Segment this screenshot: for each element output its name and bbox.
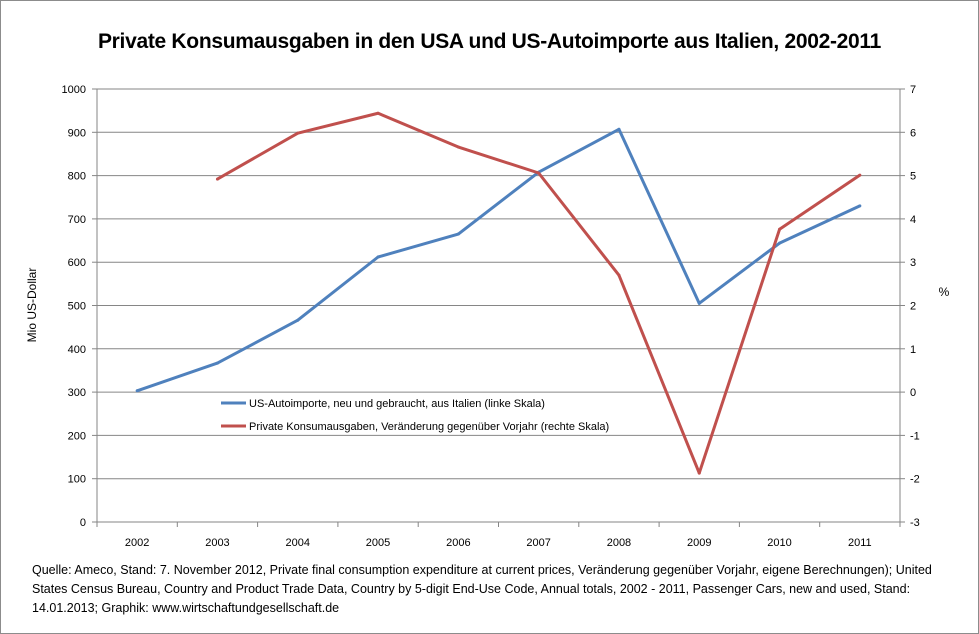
imports-point-2010 [778,241,782,245]
left-tick-label: 300 [68,387,86,399]
right-tick-label: -3 [910,517,920,529]
source-footnote: Quelle: Ameco, Stand: 7. November 2012, … [32,563,932,615]
right-tick-label: 6 [910,127,916,139]
right-tick-label: 5 [910,171,916,183]
left-tick-label: 200 [68,430,86,442]
imports-point-2011 [858,204,862,208]
gridlines [97,88,900,480]
left-tick-label: 700 [68,214,86,226]
imports-point-2008 [617,127,621,131]
left-tick-label: 100 [68,474,86,486]
right-tick-label: 0 [910,387,916,399]
consumption-point-2007 [537,171,541,175]
right-tick-label: 2 [910,301,916,313]
consumption-point-2011 [858,173,862,177]
left-tick-label: 1000 [62,84,86,96]
y-axis-title-left: Mio US-Dollar [25,268,39,343]
legend: US-Autoimporte, neu und gebraucht, aus I… [221,398,609,433]
x-tick-label: 2008 [607,537,631,549]
x-axis-ticks: 2002 2003 2004 2005 2006 2007 2008 2009 2010 2011 [96,522,901,549]
x-tick-label: 2009 [687,537,711,549]
chart-title: Private Konsumausgaben in den USA und US… [97,30,882,53]
consumption-point-2008 [617,273,621,277]
right-tick-label: -2 [910,474,920,486]
x-tick-label: 2002 [125,537,149,549]
imports-point-2005 [376,255,380,259]
x-tick-label: 2006 [446,537,470,549]
series-line-consumption [216,111,861,475]
consumption-point-2005 [376,111,380,115]
series-lines [135,111,862,475]
legend-label-consumption: Private Konsumausgaben, Veränderung gege… [249,421,609,433]
left-tick-label: 600 [68,257,86,269]
right-tick-label: 7 [910,84,916,96]
imports-point-2003 [215,361,219,365]
left-tick-label: 400 [68,344,86,356]
consumption-point-2006 [456,145,460,149]
x-tick-label: 2011 [848,537,872,549]
left-tick-label: 900 [68,127,86,139]
imports-point-2009 [697,301,701,305]
left-tick-label: 500 [68,301,86,313]
left-tick-label: 800 [68,171,86,183]
imports-point-2006 [456,232,460,236]
imports-point-2004 [296,318,300,322]
left-tick-label: 0 [80,517,86,529]
legend-label-imports: US-Autoimporte, neu und gebraucht, aus I… [249,398,545,410]
right-tick-label: 1 [910,344,916,356]
x-tick-label: 2007 [526,537,550,549]
right-tick-label: -1 [910,430,920,442]
y-axis-title-right: % [939,285,950,299]
x-tick-label: 2010 [767,537,791,549]
imports-point-2002 [135,389,139,393]
consumption-point-2009 [697,471,701,475]
series-line-imports [136,127,861,393]
consumption-point-2004 [296,131,300,135]
right-axis-ticks: -3 -2 -1 0 1 2 3 4 5 6 7 [900,84,920,529]
consumption-point-2010 [778,227,782,231]
left-axis-ticks: 0 100 200 300 400 500 600 700 800 900 1000 [62,84,97,529]
x-tick-label: 2005 [366,537,390,549]
right-tick-label: 4 [910,214,916,226]
x-tick-label: 2004 [286,537,310,549]
consumption-point-2003 [215,177,219,181]
x-tick-label: 2003 [205,537,229,549]
right-tick-label: 3 [910,257,916,269]
